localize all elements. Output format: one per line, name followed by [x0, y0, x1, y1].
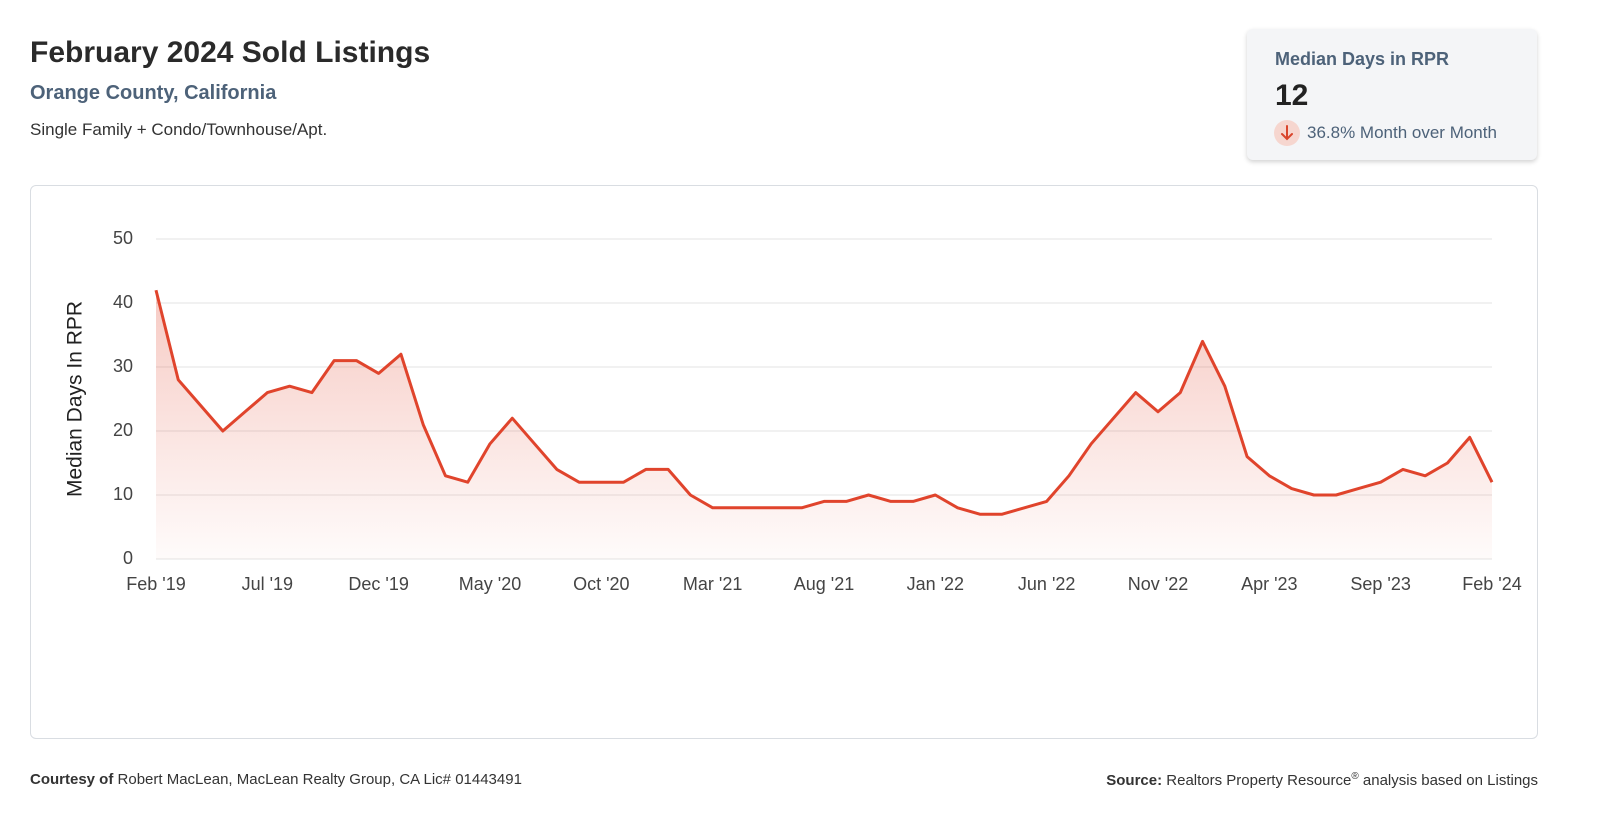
kpi-value: 12: [1275, 79, 1309, 112]
property-types: Single Family + Condo/Townhouse/Apt.: [30, 120, 328, 139]
y-tick-label: 0: [123, 548, 133, 568]
x-tick-label: Mar '21: [683, 574, 742, 594]
line: [154, 289, 1494, 516]
down-icon: [1274, 120, 1300, 146]
y-axis-label: Median Days In RPR: [64, 301, 87, 497]
x-tick-label: Aug '21: [794, 574, 855, 594]
kpi-change: 36.8% Month over Month: [1307, 123, 1497, 142]
x-tick-label: Feb '19: [126, 574, 185, 594]
x-tick-label: Jul '19: [242, 574, 293, 594]
x-tick-label: Nov '22: [1128, 574, 1188, 594]
kpi-label: Median Days in RPR: [1275, 49, 1450, 69]
source-text: Realtors Property Resource: [1166, 772, 1352, 789]
y-tick-label: 20: [113, 420, 133, 440]
location: Orange County, California: [30, 82, 277, 104]
page-title: February 2024 Sold Listings: [30, 36, 431, 69]
chart: Median Days In RPR 0 10 20 30 40 50 Feb '19 Jul…: [64, 228, 1522, 594]
x-tick-label: Oct '20: [573, 574, 629, 594]
source-label: Source:: [1106, 772, 1163, 789]
source: Source: Realtors Property Resource® anal…: [1106, 771, 1538, 789]
courtesy: Courtesy of Robert MacLean, MacLean Real…: [30, 771, 522, 788]
x-tick-label: Jan '22: [907, 574, 964, 594]
source-rest: analysis based on Listings: [1362, 772, 1538, 789]
courtesy-text: Robert MacLean, MacLean Realty Group, CA…: [117, 771, 522, 788]
kpi-card: Median Days in RPR 12 36.8% Month over M…: [1247, 29, 1537, 160]
x-tick-label: Jun '22: [1018, 574, 1075, 594]
x-tick-label: Sep '23: [1350, 574, 1411, 594]
source-mark: ®: [1351, 771, 1359, 782]
y-tick-label: 30: [113, 356, 133, 376]
x-tick-label: May '20: [459, 574, 521, 594]
y-tick-label: 40: [113, 292, 133, 312]
x-tick-label: Apr '23: [1241, 574, 1297, 594]
x-tick-label: Dec '19: [348, 574, 408, 594]
courtesy-label: Courtesy of: [30, 771, 114, 788]
y-tick-label: 50: [113, 228, 133, 248]
y-tick-label: 10: [113, 484, 133, 504]
area-fill: [156, 290, 1492, 559]
chart-panel: Median Days In RPR 0 10 20 30 40 50 Feb '19 Jul…: [30, 185, 1538, 739]
x-tick-label: Feb '24: [1462, 574, 1521, 594]
